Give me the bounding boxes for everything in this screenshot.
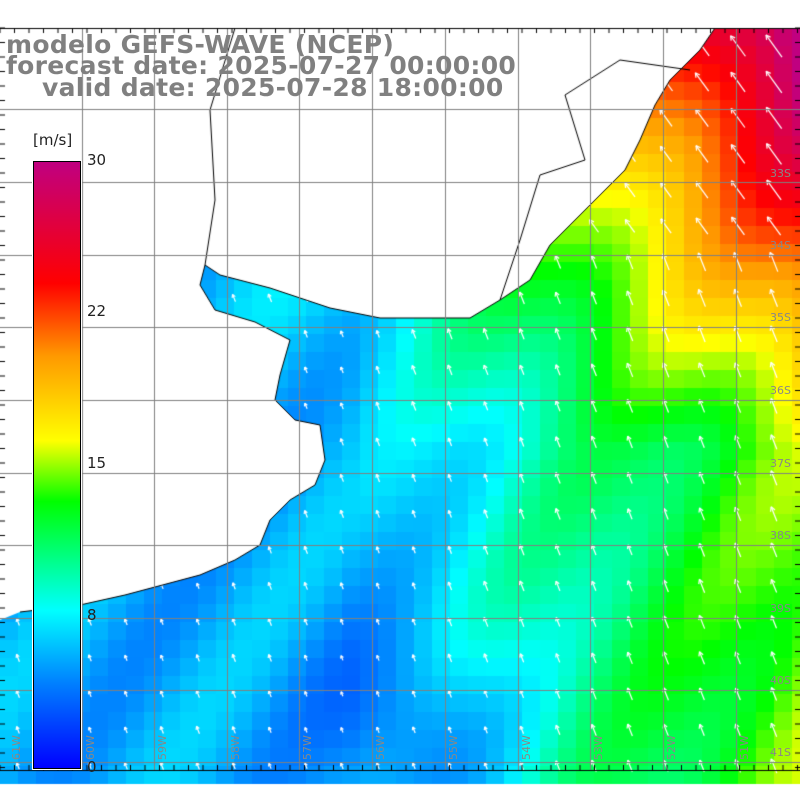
lon-label: 51W: [738, 735, 751, 760]
lon-label: 58W: [229, 735, 242, 760]
colorbar-label: 30: [87, 151, 107, 169]
lat-label: 40S: [770, 674, 791, 687]
colorbar-label: 8: [87, 606, 97, 624]
colorbar: [32, 160, 82, 770]
valid-date: valid date: 2025-07-28 18:00:00: [42, 73, 504, 102]
lat-label: 35S: [770, 311, 791, 324]
lat-label: 38S: [770, 529, 791, 542]
lat-label: 37S: [770, 457, 791, 470]
forecast-date: forecast date: 2025-07-27 00:00:00: [6, 51, 517, 80]
lon-label: 55W: [447, 735, 460, 760]
lat-label: 39S: [770, 602, 791, 615]
lon-label: 56W: [374, 735, 387, 760]
lat-label: 34S: [770, 239, 791, 252]
lon-label: 54W: [520, 735, 533, 760]
colorbar-label: 0: [87, 758, 97, 776]
model-title: modelo GEFS-WAVE (NCEP): [6, 30, 395, 59]
colorbar-unit: [m/s]: [33, 131, 73, 149]
lat-label: 41S: [770, 746, 791, 759]
lat-label: 36S: [770, 384, 791, 397]
lon-label: 53W: [592, 735, 605, 760]
lat-label: 33S: [770, 167, 791, 180]
lon-label: 61W: [10, 735, 23, 760]
colorbar-label: 22: [87, 302, 107, 320]
lon-label: 60W: [84, 735, 97, 760]
lon-label: 52W: [665, 735, 678, 760]
lon-label: 59W: [156, 735, 169, 760]
lon-label: 57W: [301, 735, 314, 760]
colorbar-label: 15: [87, 454, 107, 472]
